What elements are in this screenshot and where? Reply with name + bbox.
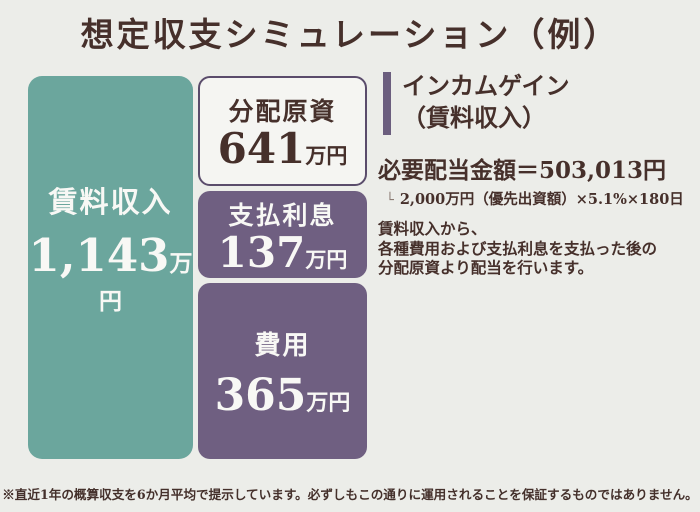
- distribution-description-line3: 分配原資より配当を行います。: [378, 258, 594, 277]
- dividend-formula-text: 2,000万円（優先出資額）×5.1%×180日: [399, 191, 684, 208]
- dividend-formula: └ 2,000万円（優先出資額）×5.1%×180日: [378, 188, 694, 209]
- interest-paid-value: 137万円: [218, 231, 348, 274]
- interest-paid-block: 支払利息 137万円: [198, 191, 367, 278]
- expenses-unit: 万円: [306, 389, 351, 416]
- rental-income-amount: 1,143: [28, 229, 170, 282]
- distribution-description-line1: 賃料収入から、: [378, 219, 487, 238]
- distribution-source-unit: 万円: [305, 143, 348, 168]
- rental-income-label: 賃料収入: [48, 185, 173, 219]
- interest-paid-amount: 137: [217, 227, 306, 277]
- distribution-source-value: 641万円: [218, 128, 348, 170]
- explanation-panel: インカムゲイン （賃料収入） 必要配当金額＝503,013円 └ 2,000万円（…: [378, 70, 694, 278]
- required-dividend-amount: 必要配当金額＝503,013円: [378, 157, 667, 184]
- disclaimer-footnote: ※直近1年の概算収支を6か月平均で提示しています。必ずしもこの通りに運用されるこ…: [2, 487, 698, 502]
- distribution-source-label: 分配原資: [228, 97, 337, 126]
- distribution-source-amount: 641: [217, 124, 306, 173]
- rental-income-unit: 万円: [99, 250, 193, 315]
- income-gain-heading-line1: インカムゲイン: [402, 71, 570, 100]
- expenses-label: 費用: [254, 330, 311, 361]
- income-gain-heading-line2: （賃料収入）: [402, 103, 546, 132]
- distribution-source-block: 分配原資 641万円: [198, 76, 367, 186]
- expenses-block: 費用 365万円: [198, 283, 367, 459]
- income-gain-heading: インカムゲイン （賃料収入）: [383, 70, 694, 135]
- expenses-amount: 365: [214, 369, 307, 421]
- accent-bar: [383, 72, 391, 135]
- page-title: 想定収支シミュレーション（例）: [80, 15, 620, 54]
- interest-paid-unit: 万円: [305, 246, 348, 272]
- corner-bracket-icon: └: [386, 193, 394, 208]
- expenses-value: 365万円: [215, 373, 351, 418]
- interest-paid-label: 支払利息: [228, 200, 337, 230]
- rental-income-value: 1,143万円: [28, 229, 193, 316]
- rental-income-block: 賃料収入 1,143万円: [28, 76, 193, 459]
- distribution-description: 賃料収入から、 各種費用および支払利息を支払った後の 分配原資より配当を行います…: [378, 219, 694, 278]
- distribution-description-line2: 各種費用および支払利息を支払った後の: [378, 238, 658, 258]
